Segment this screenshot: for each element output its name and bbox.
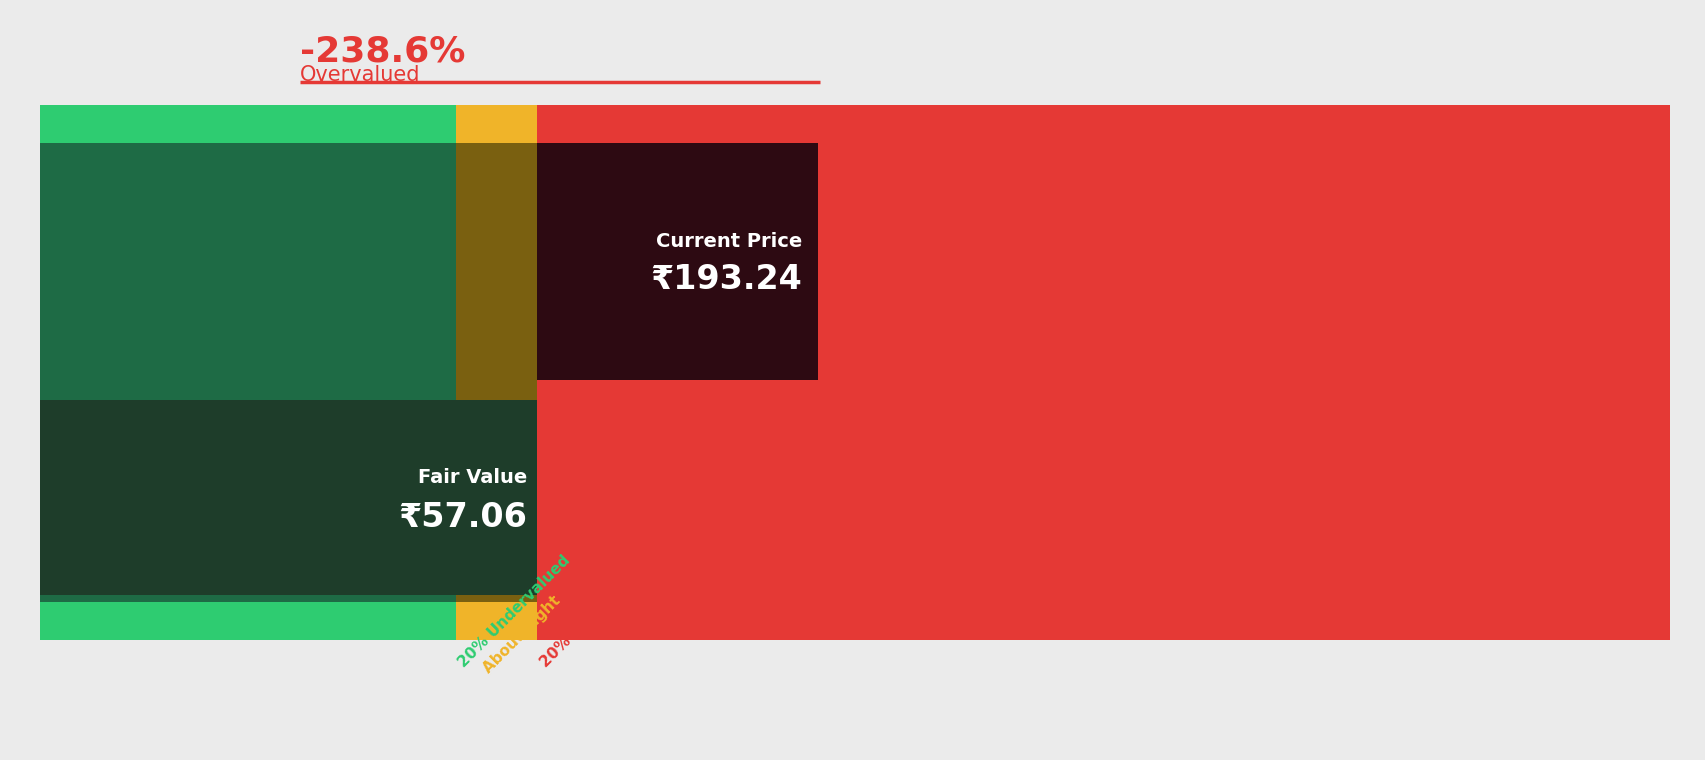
Bar [39,602,455,640]
Bar [537,143,817,380]
Text: Overvalued: Overvalued [300,65,419,85]
Bar [39,105,455,143]
Bar [537,105,1669,143]
Text: ₹193.24: ₹193.24 [650,263,801,296]
Bar [537,143,1669,602]
Bar [455,143,537,602]
Bar [39,400,537,595]
Text: Fair Value: Fair Value [418,468,527,487]
Bar [455,602,537,640]
Bar [39,143,455,602]
Text: ₹57.06: ₹57.06 [397,501,527,534]
Text: About Right: About Right [479,593,563,676]
Bar [537,602,1669,640]
Text: 20% Undervalued: 20% Undervalued [455,553,573,670]
Text: 20% Overvalued: 20% Overvalued [537,561,646,670]
Bar [455,105,537,143]
Text: -238.6%: -238.6% [300,35,465,69]
Text: Current Price: Current Price [656,232,801,251]
